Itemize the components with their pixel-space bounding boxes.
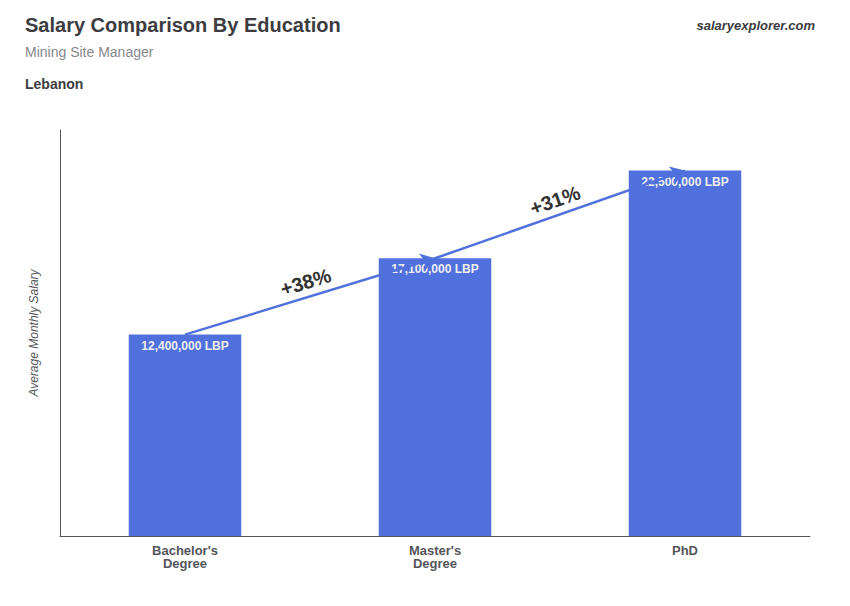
svg-text:Master's: Master's (408, 543, 462, 558)
svg-text:salaryexplorer.com: salaryexplorer.com (696, 18, 815, 33)
svg-text:Mining Site Manager: Mining Site Manager (25, 44, 154, 60)
svg-text:Salary Comparison By Education: Salary Comparison By Education (25, 14, 341, 36)
svg-text:Lebanon: Lebanon (25, 76, 83, 92)
svg-text:Degree: Degree (413, 556, 457, 571)
svg-text:+38%: +38% (278, 264, 334, 300)
svg-text:12,400,000 LBP: 12,400,000 LBP (141, 339, 228, 353)
svg-text:Average Monthly Salary: Average Monthly Salary (27, 268, 41, 397)
svg-text:Bachelor's: Bachelor's (152, 543, 218, 558)
svg-text:17,100,000 LBP: 17,100,000 LBP (391, 262, 478, 276)
svg-text:Degree: Degree (163, 556, 207, 571)
svg-text:22,500,000 LBP: 22,500,000 LBP (641, 174, 729, 189)
svg-text:+31%: +31% (527, 181, 583, 219)
svg-text:PhD: PhD (672, 543, 698, 558)
